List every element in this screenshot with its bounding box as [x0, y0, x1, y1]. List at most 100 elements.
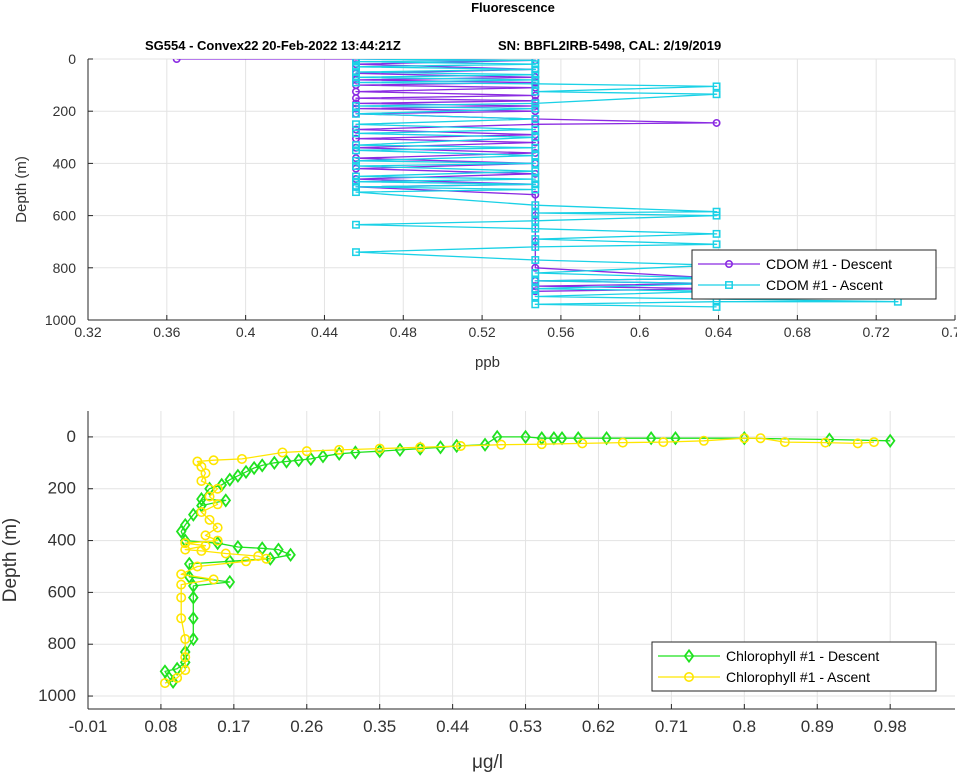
x-tick-label: 0.48	[390, 324, 417, 340]
data-point-descent	[293, 453, 304, 468]
x-tick-label: 0.56	[547, 324, 574, 340]
x-tick-label: 0.32	[74, 324, 101, 340]
data-point-ascent	[172, 672, 183, 683]
y-tick-label: 200	[48, 479, 76, 498]
data-point-ascent	[531, 216, 540, 225]
y-tick-label: 1000	[45, 312, 76, 328]
data-point-ascent	[531, 143, 540, 152]
data-point-ascent	[301, 446, 312, 457]
y-axis-label: Depth (m)	[0, 518, 21, 602]
data-point-descent	[350, 445, 361, 460]
data-point-ascent	[531, 201, 540, 210]
data-point-ascent	[212, 499, 223, 510]
data-point-ascent	[241, 556, 252, 567]
legend-box	[651, 641, 937, 692]
x-tick-label: 0.17	[217, 717, 250, 736]
y-tick-label: 1000	[38, 686, 76, 705]
x-tick-label: 0.4	[236, 324, 256, 340]
x-tick-label: 0.44	[436, 717, 469, 736]
x-tick-label: 0.89	[801, 717, 834, 736]
data-point-ascent	[658, 437, 669, 448]
data-point-ascent	[352, 146, 360, 155]
data-point-descent	[531, 263, 540, 272]
data-point-descent	[520, 429, 531, 445]
data-point-ascent	[531, 292, 540, 301]
data-point-descent	[224, 574, 236, 590]
data-point-ascent	[531, 70, 540, 79]
data-point-ascent	[820, 437, 831, 448]
data-point-ascent	[531, 269, 540, 277]
data-point-descent	[435, 440, 446, 455]
data-point-ascent	[531, 159, 540, 168]
x-tick-label: 0.44	[311, 324, 338, 340]
data-point-ascent	[712, 82, 721, 91]
data-point-ascent	[868, 437, 879, 448]
data-point-ascent	[531, 151, 540, 160]
x-tick-label: 0.53	[509, 717, 542, 736]
legend: CDOM #1 - Descent CDOM #1 - Ascent	[691, 249, 937, 300]
data-point-ascent	[212, 522, 223, 533]
data-point-ascent	[192, 456, 203, 467]
y-tick-label: 0	[67, 427, 76, 446]
data-point-descent	[479, 437, 491, 452]
data-point-descent	[285, 547, 296, 562]
data-point-descent	[317, 449, 329, 464]
data-point-ascent	[192, 561, 203, 572]
legend-label: Chlorophyll #1 - Descent	[726, 648, 879, 664]
data-point-ascent	[531, 175, 540, 184]
data-point-ascent	[352, 59, 360, 63]
data-point-ascent	[176, 592, 187, 603]
data-point-ascent	[352, 182, 360, 191]
chlorophyll-plot: -0.01 0.08 0.17 0.26 0.35 0.44 0.53 0.62 0.71 0.8…	[0, 411, 955, 773]
data-point-ascent	[712, 229, 721, 238]
data-point-ascent	[176, 579, 187, 590]
y-tick-label: 400	[48, 531, 76, 550]
data-point-descent	[351, 94, 360, 103]
data-point-ascent	[352, 177, 360, 186]
data-point-descent	[172, 59, 181, 63]
x-tick-label: 0.08	[144, 717, 177, 736]
data-point-ascent	[531, 284, 540, 293]
data-point-descent	[196, 491, 207, 507]
data-point-descent	[531, 190, 540, 199]
data-point-ascent	[204, 491, 215, 502]
data-point-descent	[531, 138, 540, 147]
data-point-ascent	[176, 569, 187, 580]
x-tick-label: 0.64	[705, 324, 732, 340]
data-point-ascent	[352, 188, 360, 197]
data-point-descent	[240, 464, 252, 480]
legend-marker-descent	[724, 259, 733, 268]
data-point-ascent	[496, 439, 507, 450]
x-tick-label: 0.76	[941, 324, 957, 340]
data-point-ascent	[200, 540, 211, 551]
y-tick-label: 800	[53, 260, 77, 276]
data-point-descent	[248, 460, 260, 476]
data-point-ascent	[212, 535, 223, 546]
series-line	[164, 436, 891, 683]
legend: Chlorophyll #1 - Descent Chlorophyll #1 -…	[651, 641, 937, 692]
x-tick-label: -0.01	[69, 717, 108, 736]
data-point-ascent	[196, 475, 207, 486]
series-ascent	[159, 433, 879, 689]
data-point-ascent	[180, 544, 191, 555]
y-tick-label: 200	[53, 103, 77, 119]
data-point-ascent	[352, 78, 360, 87]
data-point-descent	[188, 611, 199, 626]
data-point-ascent	[531, 224, 540, 233]
y-tick-label: 600	[48, 582, 76, 601]
legend-label: CDOM #1 - Ascent	[766, 277, 883, 293]
data-point-ascent	[531, 65, 540, 74]
data-point-descent	[670, 431, 681, 446]
data-point-ascent	[531, 185, 540, 194]
data-point-ascent	[159, 678, 170, 689]
data-point-ascent	[712, 207, 721, 216]
data-point-ascent	[208, 574, 219, 585]
data-point-ascent	[352, 109, 360, 118]
data-point-ascent	[531, 276, 540, 285]
data-point-ascent	[352, 102, 360, 110]
data-point-ascent	[212, 483, 223, 494]
data-point-ascent	[531, 59, 540, 65]
x-tick-label: 0.6	[630, 324, 650, 340]
legend-box	[691, 249, 937, 300]
data-point-descent	[232, 539, 244, 555]
